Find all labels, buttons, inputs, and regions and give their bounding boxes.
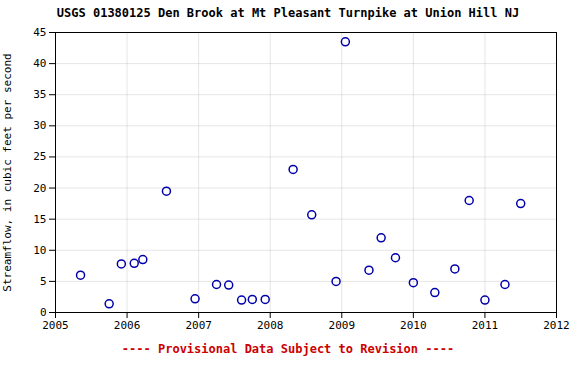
svg-text:2007: 2007: [185, 319, 212, 332]
svg-text:Streamflow, in cubic feet per: Streamflow, in cubic feet per second: [1, 53, 14, 291]
svg-text:25: 25: [33, 150, 46, 163]
svg-text:2006: 2006: [114, 319, 141, 332]
svg-text:2005: 2005: [42, 319, 69, 332]
svg-text:2008: 2008: [257, 319, 284, 332]
svg-text:45: 45: [33, 26, 46, 39]
svg-text:35: 35: [33, 88, 46, 101]
svg-text:40: 40: [33, 57, 46, 70]
html-text:---- Provisional Data Subject: ---- Provisional Data Subject to Revisio…: [121, 342, 455, 356]
svg-text:2009: 2009: [329, 319, 356, 332]
svg-text:2012: 2012: [543, 319, 570, 332]
svg-text:2011: 2011: [472, 319, 499, 332]
svg-text:0: 0: [40, 306, 47, 319]
svg-text:5: 5: [40, 275, 47, 288]
svg-text:30: 30: [33, 119, 46, 132]
svg-text:10: 10: [33, 244, 46, 257]
svg-text:15: 15: [33, 213, 46, 226]
svg-text:2010: 2010: [400, 319, 427, 332]
svg-text:20: 20: [33, 182, 46, 195]
html-text:USGS 01380125 Den Brook at Mt: USGS 01380125 Den Brook at Mt Pleasant T…: [56, 6, 520, 20]
